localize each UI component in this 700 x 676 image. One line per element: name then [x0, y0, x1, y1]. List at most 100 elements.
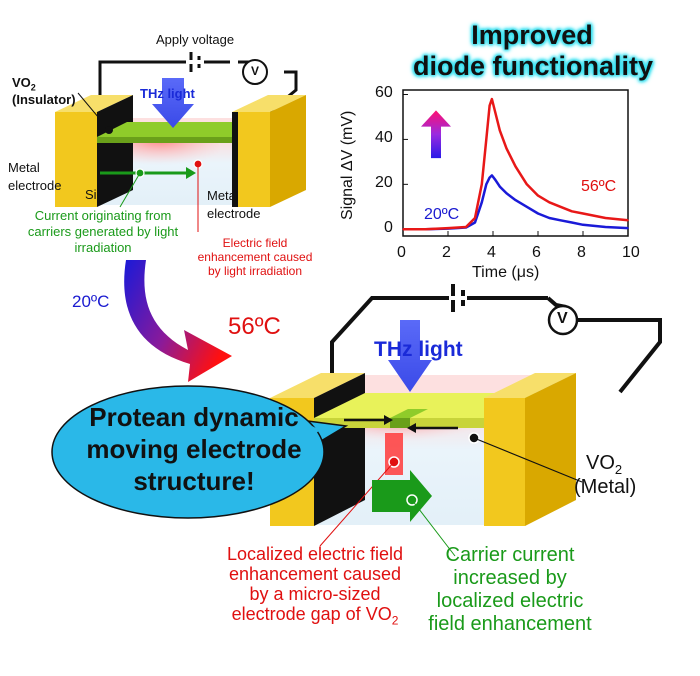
series-point-cold-5: [480, 201, 483, 204]
top-metal-left-2: electrode: [8, 178, 62, 193]
series-point-cold-16: [559, 219, 562, 222]
series-point-cold-6: [485, 183, 488, 186]
series-point-cold-18: [582, 223, 584, 226]
top-metal-right-1: Metal: [207, 188, 239, 203]
series-point-cold-12: [514, 199, 517, 201]
top-voltmeter-icon: [242, 59, 268, 85]
series-label-cold: 20ºC: [424, 206, 460, 223]
series-point-cold-4: [474, 221, 476, 224]
bottom-thz-arrow-icon: [388, 320, 432, 392]
y-tick-label-3: 60: [375, 84, 393, 102]
speech-bubble-shape: [51, 385, 325, 519]
series-label-hot: 56ºC: [581, 178, 617, 195]
series-point-hot-3: [465, 226, 467, 228]
bottom-vo2-state: (Metal): [574, 476, 637, 498]
increase-arrow-icon: [421, 110, 451, 159]
bottom-field-line-2: enhancement caused: [228, 564, 402, 584]
series-point-hot-4: [474, 217, 476, 219]
temp-hot-label: 56ºC: [228, 313, 281, 340]
bottom-vo2-gap: [390, 409, 428, 418]
bottom-field-line-3: by a micro-sized: [249, 584, 381, 604]
top-metal-left-1: Metal: [8, 160, 40, 175]
series-point-cold-20: [627, 227, 629, 229]
top-vo2-state: (Insulator): [12, 92, 76, 107]
apply-voltage-label: Apply voltage: [156, 32, 235, 47]
bottom-carrier-line-1: Carrier current: [445, 544, 575, 566]
bottom-carrier-line-2: increased by: [453, 567, 567, 589]
bottom-carrier-arrow-icon: [372, 470, 432, 522]
top-current-line-1: Current originating from: [34, 208, 172, 223]
series-point-cold-14: [537, 212, 539, 215]
series-point-hot-16: [559, 206, 562, 208]
x-tick-label-3: 6: [532, 244, 541, 261]
top-current-caption: Current originating from carriers genera…: [8, 208, 198, 256]
series-point-hot-13: [525, 183, 528, 186]
x-tick-label-5: 10: [622, 244, 640, 261]
series-point-hot-1: [424, 228, 427, 231]
bottom-vo2-label: VO2: [586, 452, 623, 477]
top-current-line-2: carriers generated by light: [27, 224, 179, 239]
bottom-field-caption: Localized electric field enhancement cau…: [220, 544, 410, 631]
transition-arrow-icon: [124, 260, 232, 382]
top-vo2-label: VO2: [12, 75, 36, 93]
bottom-wire-right: [578, 318, 662, 394]
bubble-line-3: structure!: [133, 466, 255, 496]
bottom-field-line-4: electrode gap of VO2: [231, 604, 399, 628]
top-device: [55, 52, 306, 232]
bottom-meter-symbol: V: [557, 310, 568, 327]
bottom-device: [270, 284, 662, 557]
top-si-label: Si: [85, 187, 97, 202]
series-point-cold-9: [494, 179, 497, 181]
series-point-cold-17: [570, 221, 573, 224]
bubble-caption: Protean dynamic moving electrode structu…: [70, 401, 318, 497]
top-electrode-left: [55, 112, 97, 207]
title-line-2: diode functionality: [413, 51, 653, 81]
bottom-thz-label: THz light: [374, 338, 463, 361]
x-tick-label-0: 0: [397, 244, 406, 261]
top-field-line-3: by light irradiation: [207, 264, 303, 278]
series-point-hot-7: [488, 104, 491, 107]
bubble-line-1: Protean dynamic: [89, 402, 299, 432]
chart-xlabel: Time (μs): [472, 264, 540, 281]
series-point-hot-19: [604, 217, 607, 219]
series-point-hot-20: [627, 219, 629, 222]
temp-cold-label: 20ºC: [72, 292, 110, 311]
top-vo2-layer: [97, 122, 262, 137]
top-meter-symbol: V: [251, 64, 260, 78]
chart-series-group: [402, 97, 629, 231]
bottom-carrier-line-4: field enhancement: [428, 613, 592, 635]
series-point-hot-12: [514, 165, 517, 168]
x-tick-label-4: 8: [577, 244, 586, 261]
series-point-cold-19: [604, 226, 607, 228]
chart-plot-area: [402, 89, 629, 237]
series-point-hot-10: [498, 129, 501, 132]
signal-chart: [402, 89, 629, 237]
series-point-cold-7: [488, 176, 491, 179]
bottom-wire-left: [330, 296, 450, 380]
bottom-voltmeter-icon: [547, 304, 579, 336]
x-tick-label-2: 4: [487, 244, 496, 261]
top-field-line-2: enhancement caused: [197, 250, 313, 264]
series-point-hot-18: [582, 212, 584, 215]
top-metal-right-2: electrode: [207, 206, 261, 221]
chart-tick-group: [402, 93, 629, 236]
series-point-hot-5: [480, 183, 483, 186]
bubble-line-2: moving electrode: [86, 434, 302, 464]
series-point-cold-11: [505, 192, 508, 195]
series-point-cold-15: [548, 217, 551, 219]
series-point-hot-17: [570, 210, 573, 213]
top-thz-arrow-icon: [152, 78, 194, 128]
bottom-carrier-caption: Carrier current increased by localized e…: [410, 544, 610, 636]
series-point-cold-8: [491, 174, 493, 177]
bottom-field-line-1: Localized electric field: [226, 544, 404, 564]
top-field-line-1: Electric field: [222, 236, 288, 250]
chart-ylabel: Signal ΔV (mV): [339, 110, 356, 220]
y-tick-label-1: 20: [375, 174, 393, 192]
top-current-line-3: irradiation: [74, 240, 132, 255]
y-tick-label-0: 0: [384, 219, 393, 237]
top-thz-label: THz light: [140, 86, 195, 101]
series-point-hot-15: [548, 201, 551, 204]
y-tick-label-2: 40: [375, 129, 393, 147]
series-point-hot-8: [491, 98, 493, 100]
series-point-hot-0: [402, 228, 404, 231]
